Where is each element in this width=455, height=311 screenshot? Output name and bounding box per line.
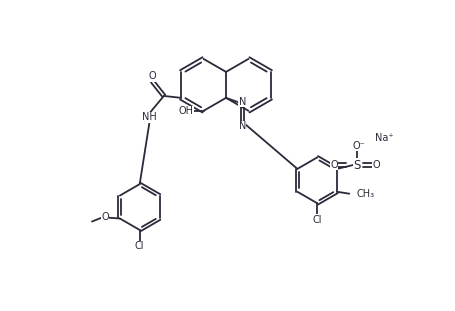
- Text: NH: NH: [142, 112, 157, 122]
- Text: Cl: Cl: [135, 241, 144, 251]
- Text: O⁻: O⁻: [352, 141, 365, 151]
- Text: Na⁺: Na⁺: [375, 132, 394, 142]
- Text: O: O: [101, 212, 109, 222]
- Text: S: S: [353, 159, 361, 172]
- Text: O: O: [330, 160, 338, 170]
- Text: CH₃: CH₃: [357, 189, 375, 199]
- Text: OH: OH: [178, 106, 193, 116]
- Text: O: O: [372, 160, 380, 170]
- Text: N: N: [239, 97, 246, 107]
- Text: N: N: [239, 121, 246, 131]
- Text: Cl: Cl: [313, 215, 322, 225]
- Text: O: O: [149, 72, 156, 81]
